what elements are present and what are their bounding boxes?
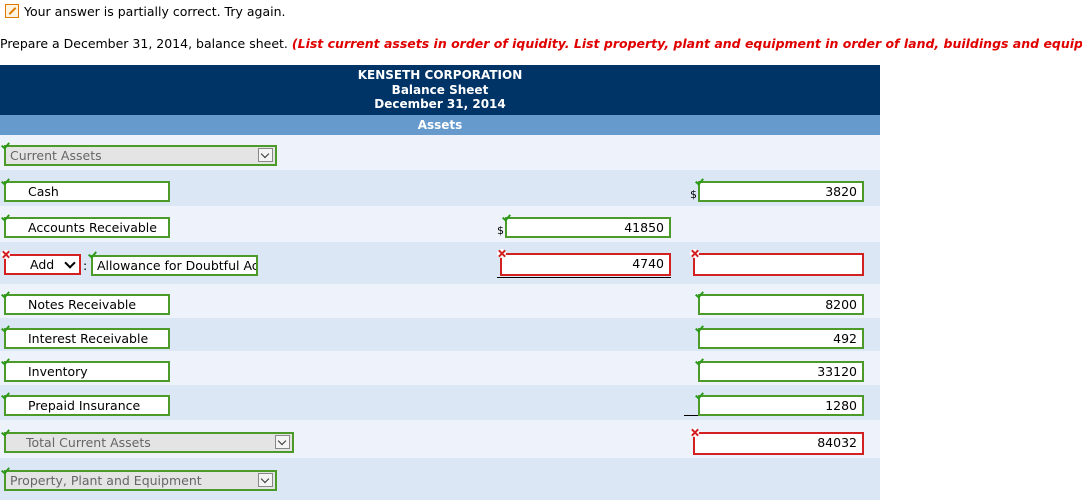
current-assets-select[interactable]: Current Assets — [4, 145, 277, 166]
instructions-note: (List current assets in order of iquidit… — [291, 36, 1082, 51]
correct-check-icon — [695, 177, 704, 186]
underline — [497, 277, 671, 278]
correct-check-icon — [88, 250, 97, 259]
correct-check-icon — [695, 357, 704, 366]
balance-sheet: KENSETH CORPORATION Balance Sheet Decemb… — [0, 65, 880, 500]
chevron-down-icon — [258, 473, 273, 487]
total-current-assets-select[interactable]: Total Current Assets — [4, 432, 294, 453]
total-current-assets-label: Total Current Assets — [26, 435, 151, 450]
correct-check-icon — [1, 428, 10, 437]
cash-amount-input[interactable]: 3820 — [698, 181, 864, 202]
correct-check-icon — [695, 324, 704, 333]
cash-label-input[interactable]: Cash — [4, 181, 170, 202]
correct-check-icon — [1, 466, 10, 475]
incorrect-x-icon — [690, 249, 699, 258]
prepaid-insurance-label-input[interactable]: Prepaid Insurance — [4, 395, 170, 416]
row-inventory: Inventory 33120 — [0, 351, 880, 385]
allowance-label-input[interactable]: Allowance for Doubtful Acc — [91, 255, 258, 276]
row-total-current-assets: Total Current Assets 84032 — [0, 420, 880, 458]
accounts-receivable-label-input[interactable]: Accounts Receivable — [4, 217, 170, 238]
correct-check-icon — [695, 290, 704, 299]
correct-check-icon — [1, 357, 10, 366]
inventory-label-input[interactable]: Inventory — [4, 361, 170, 382]
chevron-down-icon — [275, 435, 290, 449]
accounts-receivable-amount-input[interactable]: 41850 — [505, 217, 671, 238]
incorrect-x-icon — [690, 428, 699, 437]
current-assets-label: Current Assets — [10, 148, 102, 163]
company-name: KENSETH CORPORATION — [357, 68, 523, 82]
row-allowance: Add : Allowance for Doubtful Acc 4740 — [0, 242, 880, 284]
incorrect-x-icon — [1, 250, 10, 259]
sheet-date: December 31, 2014 — [374, 97, 506, 111]
sheet-title: Balance Sheet — [391, 82, 489, 97]
interest-receivable-label-input[interactable]: Interest Receivable — [4, 328, 170, 349]
add-less-value: Add — [30, 257, 55, 272]
correct-check-icon — [1, 213, 10, 222]
pencil-icon — [5, 4, 19, 18]
status-message: Your answer is partially correct. Try ag… — [5, 3, 285, 19]
correct-check-icon — [1, 141, 10, 150]
correct-check-icon — [1, 177, 10, 186]
row-interest-receivable: Interest Receivable 492 — [0, 318, 880, 351]
row-prepaid-insurance: Prepaid Insurance 1280 — [0, 385, 880, 420]
row-cash: Cash $ 3820 — [0, 170, 880, 206]
ppe-select[interactable]: Property, Plant and Equipment — [4, 470, 277, 491]
ppe-label: Property, Plant and Equipment — [10, 473, 202, 488]
prepaid-insurance-amount-input[interactable]: 1280 — [698, 395, 864, 416]
chevron-down-icon — [64, 257, 76, 269]
correct-check-icon — [502, 213, 511, 222]
notes-receivable-label-input[interactable]: Notes Receivable — [4, 294, 170, 315]
row-current-assets: Current Assets — [0, 135, 880, 170]
net-receivable-input[interactable] — [693, 253, 864, 276]
currency-symbol: $ — [690, 188, 697, 201]
incorrect-x-icon — [497, 249, 506, 258]
row-notes-receivable: Notes Receivable 8200 — [0, 284, 880, 318]
correct-check-icon — [695, 391, 704, 400]
status-text: Your answer is partially correct. Try ag… — [24, 3, 286, 19]
correct-check-icon — [1, 391, 10, 400]
add-less-select[interactable]: Add — [4, 254, 81, 275]
row-accounts-receivable: Accounts Receivable $ 41850 — [0, 206, 880, 242]
separator-colon: : — [83, 258, 88, 273]
section-title: Assets — [0, 115, 880, 135]
chevron-down-icon — [258, 148, 273, 162]
instructions-text: Prepare a December 31, 2014, balance she… — [0, 36, 288, 51]
row-ppe: Property, Plant and Equipment — [0, 458, 880, 500]
interest-receivable-amount-input[interactable]: 492 — [698, 328, 864, 349]
instructions: Prepare a December 31, 2014, balance she… — [0, 36, 1082, 51]
underline — [684, 415, 698, 416]
notes-receivable-amount-input[interactable]: 8200 — [698, 294, 864, 315]
sheet-header: KENSETH CORPORATION Balance Sheet Decemb… — [0, 65, 880, 115]
currency-symbol: $ — [497, 224, 504, 237]
inventory-amount-input[interactable]: 33120 — [698, 361, 864, 382]
correct-check-icon — [1, 290, 10, 299]
allowance-amount-input[interactable]: 4740 — [500, 253, 671, 276]
total-current-assets-amount-input[interactable]: 84032 — [693, 432, 864, 455]
correct-check-icon — [1, 324, 10, 333]
